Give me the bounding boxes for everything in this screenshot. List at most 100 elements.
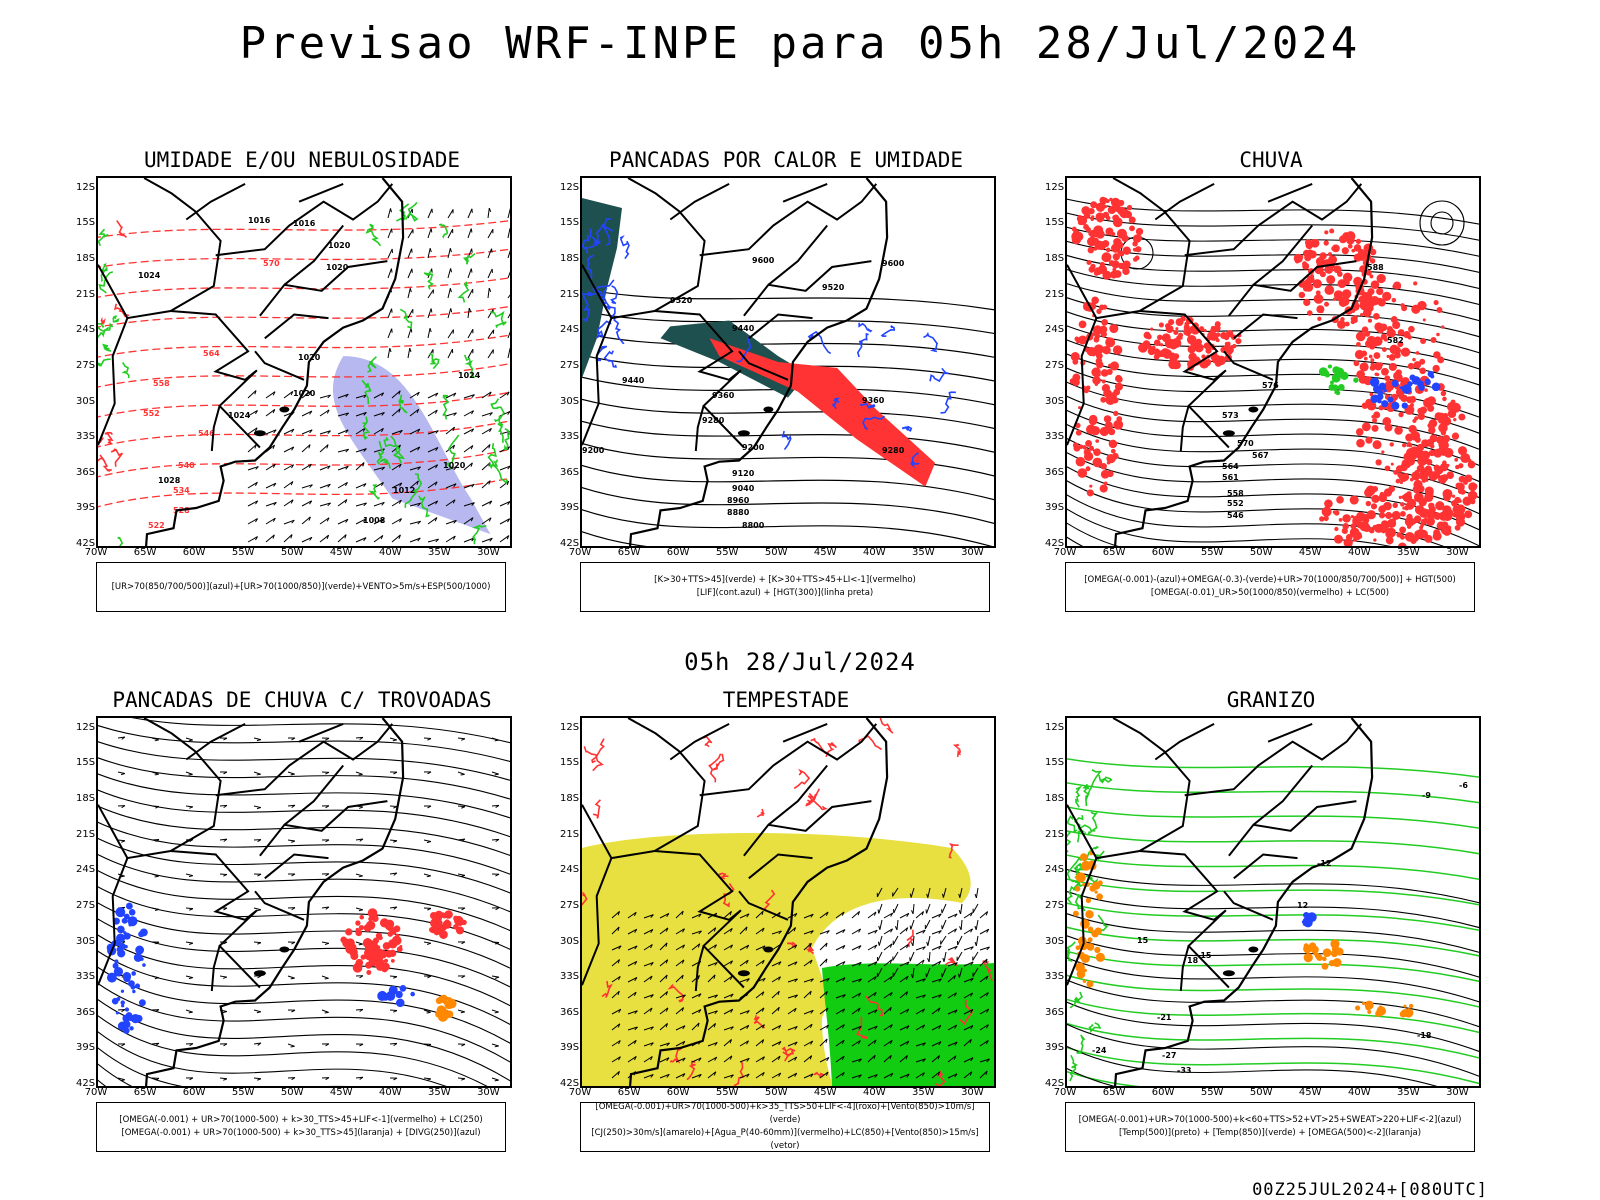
- panel-title: CHUVA: [1239, 148, 1303, 172]
- lat-label: 12S: [1045, 181, 1065, 193]
- humidity-contour-green: [487, 443, 497, 470]
- lat-label: 36S: [560, 1006, 580, 1018]
- humidity-contour-green: [361, 416, 371, 441]
- temp850-contour-west: [1067, 814, 1078, 833]
- lon-label: 35W: [1397, 1087, 1420, 1098]
- lif-contour-blue-east: [923, 332, 939, 353]
- svg-text:567: 567: [1252, 451, 1269, 460]
- humidity-contour-green: [368, 484, 381, 500]
- humidity-contour-green: [361, 379, 372, 405]
- temp850-contour-west: [1087, 811, 1099, 836]
- svg-text:9120: 9120: [732, 469, 755, 478]
- wind850-vectors-north: [876, 887, 979, 979]
- svg-text:-33: -33: [1177, 1066, 1191, 1075]
- lif-contour-blue-east: [901, 425, 913, 432]
- lif-contour-blue: [603, 350, 617, 368]
- lon-label: 55W: [231, 1087, 255, 1098]
- legend-line: [OMEGA(-0.001)+UR>70(1000-500)+k>35_TTS>…: [595, 1102, 975, 1125]
- svg-text:-27: -27: [1162, 1051, 1176, 1060]
- lat-label: 36S: [1045, 1006, 1065, 1018]
- temp850-contour-west: [1088, 1022, 1102, 1034]
- svg-text:570: 570: [263, 259, 280, 268]
- humidity-contour-green: [429, 353, 440, 370]
- legend-line: [UR>70(850/700/500)](azul)+[UR>70(1000/8…: [111, 581, 491, 592]
- legend-line: [LIF](cont.azul) + [HGT(300)](linha pret…: [696, 588, 874, 598]
- lif-contour-blue-east: [940, 391, 956, 414]
- svg-text:546: 546: [198, 429, 215, 438]
- lat-label: 24S: [560, 864, 580, 876]
- humidity-contour-green: [472, 524, 487, 545]
- humidity-contour-green: [383, 436, 401, 456]
- lat-label: 15S: [1045, 217, 1065, 229]
- svg-text:9200: 9200: [582, 446, 605, 455]
- hail-blue-area: [1301, 911, 1317, 928]
- lc850-streamline-red: [756, 808, 765, 818]
- lon-label: 45W: [329, 1087, 353, 1098]
- map-canvas: 9600 9600 9520 9520 9440 9440 9360 9360 9280 9280…: [582, 178, 994, 546]
- lon-label: 50W: [1249, 547, 1273, 558]
- panel-title: TEMPESTADE: [722, 688, 850, 712]
- panel-legend: [OMEGA(-0.001)+UR>70(1000-500)+k<60+TTS>…: [1065, 1102, 1475, 1152]
- omega500-orange-area: [1072, 851, 1105, 988]
- panel-legend: [UR>70(850/700/500)](azul)+[UR>70(1000/8…: [96, 562, 506, 612]
- svg-text:564: 564: [203, 349, 220, 358]
- lat-label: 42S: [1045, 1078, 1065, 1089]
- heat-humidity-red-area: [709, 338, 936, 487]
- thunderstorm-orange-area: [435, 994, 457, 1022]
- panel-legend: [K>30+TTS>45](verde) + [K>30+TTS>45+LI<-…: [580, 562, 990, 612]
- humidity-contour-green: [442, 394, 450, 420]
- thickness-contour-red-west: [116, 220, 128, 238]
- svg-text:582: 582: [1387, 336, 1404, 345]
- lat-label: 36S: [76, 1006, 96, 1018]
- svg-text:1020: 1020: [443, 461, 466, 470]
- lif-contour-blue-east: [807, 330, 832, 355]
- wind-vectors: [247, 390, 510, 543]
- country-borders: [1067, 178, 1374, 546]
- lat-label: 12S: [76, 181, 96, 193]
- rain-red-area: [1071, 196, 1144, 280]
- lon-label: 40W: [862, 547, 886, 558]
- lon-label: 55W: [1200, 547, 1224, 558]
- humidity-contour-green: [404, 473, 423, 508]
- lon-label: 50W: [764, 547, 788, 558]
- lif-contour-blue: [595, 223, 614, 247]
- lat-label: 39S: [76, 502, 96, 514]
- lon-label: 65W: [133, 1087, 157, 1098]
- svg-text:9360: 9360: [712, 391, 735, 400]
- lon-label: 35W: [1397, 547, 1420, 558]
- humidity-contour-green-west: [102, 343, 112, 352]
- lif-contour-blue: [594, 279, 615, 297]
- humidity-contour-green: [439, 223, 449, 239]
- svg-text:561: 561: [1222, 473, 1239, 482]
- lon-label: 50W: [280, 1087, 304, 1098]
- lon-label: 65W: [1102, 547, 1126, 558]
- humidity-contour-green-west: [98, 358, 111, 367]
- temp850-contour-west: [1085, 769, 1103, 807]
- humidity-contour-green: [457, 281, 470, 303]
- country-borders: [582, 178, 889, 546]
- lon-label: 30W: [961, 547, 984, 558]
- lc850-streamline-red: [807, 792, 815, 805]
- lc850-streamline-red: [601, 980, 613, 998]
- lon-label: 50W: [280, 547, 304, 558]
- svg-text:-6: -6: [1459, 781, 1468, 790]
- lon-label: 50W: [1249, 1087, 1273, 1098]
- country-borders: [582, 718, 889, 1086]
- wind-vectors-north: [387, 207, 510, 359]
- lat-label: 15S: [76, 757, 96, 769]
- map-frame: [580, 716, 996, 1088]
- lc850-streamline-red: [858, 735, 882, 751]
- lat-label: 27S: [1045, 359, 1065, 371]
- svg-text:9600: 9600: [752, 256, 775, 265]
- humidity-contour-green: [490, 398, 505, 423]
- lif-contour-blue-east: [832, 397, 840, 410]
- lat-label: 21S: [76, 828, 96, 840]
- legend-line: [OMEGA(-0.001) + UR>70(1000-500) + k>30_…: [119, 1115, 483, 1125]
- lon-label: 40W: [378, 1087, 402, 1098]
- lon-label: 60W: [182, 1087, 206, 1098]
- lat-label: 39S: [560, 1042, 580, 1054]
- humidity-contour-green: [445, 434, 460, 469]
- lat-label: 27S: [76, 899, 96, 911]
- rain-red-area: [1395, 434, 1478, 536]
